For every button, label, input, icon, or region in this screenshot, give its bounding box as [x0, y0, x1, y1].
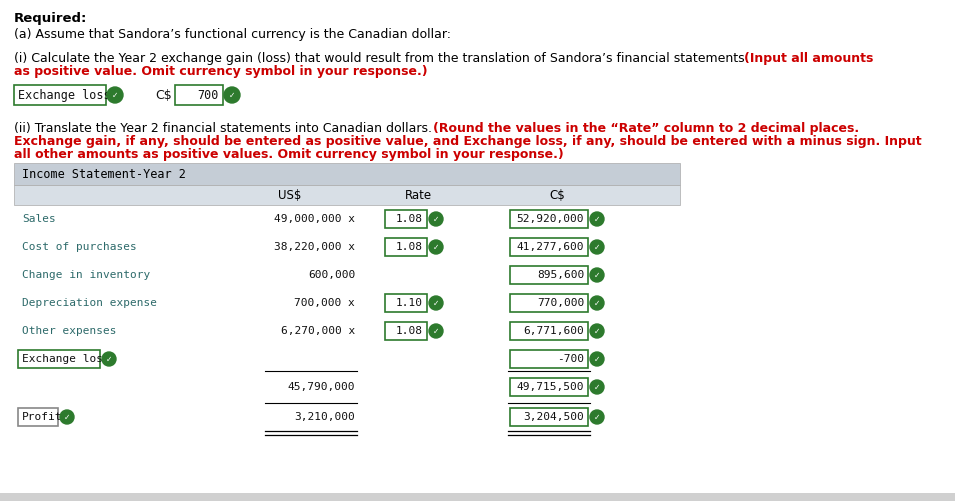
- Text: Required:: Required:: [14, 12, 87, 25]
- Text: as positive value. Omit currency symbol in your response.): as positive value. Omit currency symbol …: [14, 65, 428, 78]
- Bar: [510, 238, 588, 256]
- Text: 3,210,000: 3,210,000: [294, 412, 355, 422]
- Text: (i) Calculate the Year 2 exchange gain (loss) that would result from the transla: (i) Calculate the Year 2 exchange gain (…: [14, 52, 753, 65]
- Text: 6,771,600: 6,771,600: [523, 326, 584, 336]
- Text: 1.08: 1.08: [396, 326, 423, 336]
- Text: C$: C$: [549, 188, 564, 201]
- Circle shape: [590, 380, 604, 394]
- Circle shape: [60, 410, 74, 424]
- Text: 1.08: 1.08: [396, 214, 423, 224]
- Bar: [0, 493, 955, 501]
- Text: ✓: ✓: [433, 327, 439, 336]
- Text: 45,790,000: 45,790,000: [287, 382, 355, 392]
- Text: 3,204,500: 3,204,500: [523, 412, 584, 422]
- Circle shape: [107, 87, 123, 103]
- Text: ✓: ✓: [594, 242, 600, 252]
- Circle shape: [590, 212, 604, 226]
- Text: 1.10: 1.10: [396, 298, 423, 308]
- Text: ✓: ✓: [433, 299, 439, 308]
- Circle shape: [429, 296, 443, 310]
- Text: (a) Assume that Sandora’s functional currency is the Canadian dollar:: (a) Assume that Sandora’s functional cur…: [14, 28, 451, 41]
- Bar: [385, 322, 427, 340]
- Circle shape: [590, 352, 604, 366]
- Circle shape: [429, 240, 443, 254]
- Text: C$: C$: [155, 89, 172, 102]
- Text: ✓: ✓: [433, 214, 439, 223]
- Text: Depreciation expense: Depreciation expense: [22, 298, 157, 308]
- Text: 6,270,000 x: 6,270,000 x: [281, 326, 355, 336]
- Text: ✓: ✓: [594, 382, 600, 391]
- Text: ✓: ✓: [64, 412, 70, 421]
- Text: ✓: ✓: [594, 327, 600, 336]
- Circle shape: [429, 212, 443, 226]
- Text: 700,000 x: 700,000 x: [294, 298, 355, 308]
- Text: Rate: Rate: [404, 188, 432, 201]
- Text: ✓: ✓: [594, 412, 600, 421]
- Bar: [510, 322, 588, 340]
- Text: (Input all amounts: (Input all amounts: [744, 52, 874, 65]
- Bar: [14, 85, 106, 105]
- Text: Profit: Profit: [22, 412, 62, 422]
- Circle shape: [590, 296, 604, 310]
- Text: (ii) Translate the Year 2 financial statements into Canadian dollars.: (ii) Translate the Year 2 financial stat…: [14, 122, 436, 135]
- Bar: [510, 378, 588, 396]
- Bar: [385, 238, 427, 256]
- Circle shape: [590, 240, 604, 254]
- Text: 770,000: 770,000: [537, 298, 584, 308]
- Bar: [510, 210, 588, 228]
- Bar: [510, 350, 588, 368]
- Text: 41,277,600: 41,277,600: [517, 242, 584, 252]
- Text: ✓: ✓: [112, 91, 118, 100]
- Bar: [18, 350, 100, 368]
- Bar: [510, 294, 588, 312]
- Text: 38,220,000 x: 38,220,000 x: [274, 242, 355, 252]
- Text: US$: US$: [278, 188, 302, 201]
- Text: all other amounts as positive values. Omit currency symbol in your response.): all other amounts as positive values. Om…: [14, 148, 563, 161]
- Text: -700: -700: [557, 354, 584, 364]
- Text: ✓: ✓: [433, 242, 439, 252]
- Text: 1.08: 1.08: [396, 242, 423, 252]
- Bar: [14, 185, 680, 205]
- Text: ✓: ✓: [594, 214, 600, 223]
- Text: 49,000,000 x: 49,000,000 x: [274, 214, 355, 224]
- Text: Sales: Sales: [22, 214, 55, 224]
- Text: 600,000: 600,000: [308, 270, 355, 280]
- Text: Cost of purchases: Cost of purchases: [22, 242, 137, 252]
- Text: 895,600: 895,600: [537, 270, 584, 280]
- Text: Exchange gain, if any, should be entered as positive value, and Exchange loss, i: Exchange gain, if any, should be entered…: [14, 135, 922, 148]
- Circle shape: [590, 410, 604, 424]
- Text: Change in inventory: Change in inventory: [22, 270, 150, 280]
- Text: ✓: ✓: [229, 91, 235, 100]
- Circle shape: [102, 352, 116, 366]
- Text: ✓: ✓: [594, 299, 600, 308]
- Bar: [14, 163, 680, 185]
- Bar: [510, 266, 588, 284]
- Bar: [18, 408, 58, 426]
- Circle shape: [224, 87, 240, 103]
- Text: 49,715,500: 49,715,500: [517, 382, 584, 392]
- Text: Exchange loss: Exchange loss: [18, 89, 111, 102]
- Bar: [385, 294, 427, 312]
- Text: 52,920,000: 52,920,000: [517, 214, 584, 224]
- Circle shape: [429, 324, 443, 338]
- Text: Other expenses: Other expenses: [22, 326, 117, 336]
- Text: (Round the values in the “Rate” column to 2 decimal places.: (Round the values in the “Rate” column t…: [433, 122, 860, 135]
- Circle shape: [590, 268, 604, 282]
- Text: Income Statement-Year 2: Income Statement-Year 2: [22, 167, 186, 180]
- Text: ✓: ✓: [594, 271, 600, 280]
- Text: 700: 700: [198, 89, 219, 102]
- Bar: [510, 408, 588, 426]
- Bar: [175, 85, 223, 105]
- Bar: [385, 210, 427, 228]
- Text: ✓: ✓: [106, 355, 112, 364]
- Text: Exchange loss: Exchange loss: [22, 354, 110, 364]
- Circle shape: [590, 324, 604, 338]
- Text: ✓: ✓: [594, 355, 600, 364]
